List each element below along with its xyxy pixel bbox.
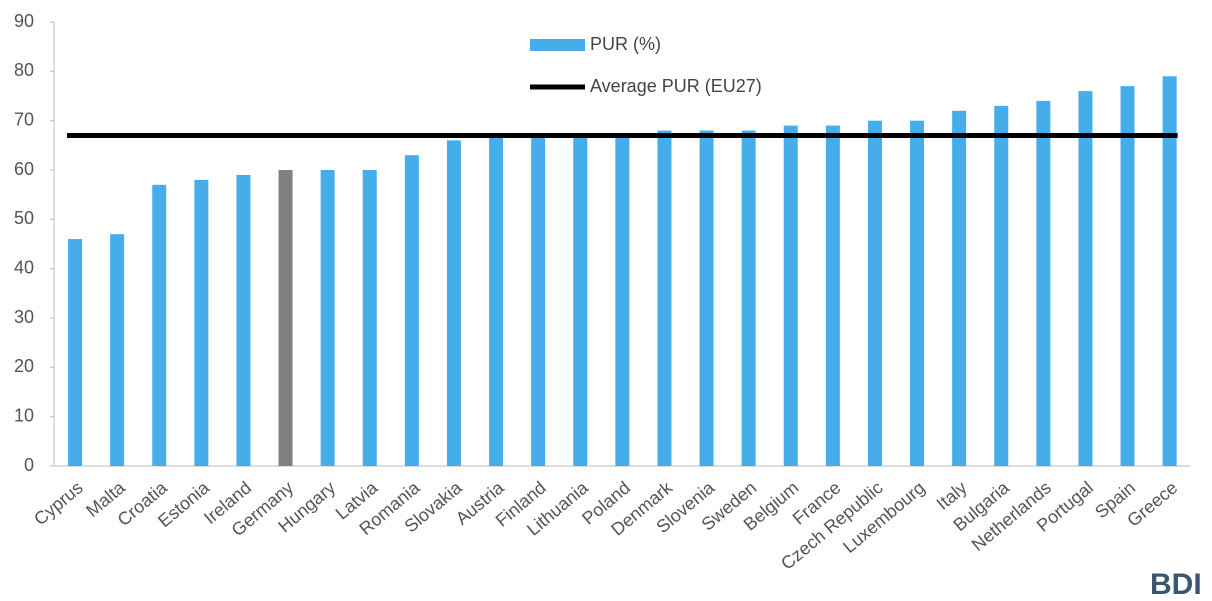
bar <box>1120 86 1135 466</box>
bar <box>1162 76 1177 467</box>
bar <box>489 135 504 466</box>
bar <box>783 125 798 466</box>
y-tick-label: 10 <box>14 405 34 425</box>
bar <box>194 179 209 466</box>
legend-swatch <box>530 39 585 51</box>
bar <box>278 170 293 466</box>
y-tick-label: 90 <box>14 11 34 31</box>
bar <box>110 234 125 466</box>
bar <box>615 135 630 466</box>
bar <box>657 130 672 467</box>
bar <box>236 174 251 466</box>
y-tick-label: 70 <box>14 109 34 129</box>
bar <box>1078 91 1093 467</box>
y-tick-label: 60 <box>14 159 34 179</box>
y-tick-label: 80 <box>14 60 34 80</box>
y-tick-label: 50 <box>14 208 34 228</box>
legend-label: Average PUR (EU27) <box>590 76 762 96</box>
y-tick-label: 40 <box>14 257 34 277</box>
bar <box>1036 100 1051 466</box>
bar <box>320 170 335 466</box>
bar <box>741 130 756 467</box>
y-tick-label: 0 <box>24 455 34 475</box>
bar <box>362 170 377 466</box>
bar <box>404 155 419 466</box>
bar <box>573 135 588 466</box>
logo: BDI <box>1150 568 1202 601</box>
x-tick-label: Cyprus <box>30 477 87 529</box>
bar <box>68 239 83 466</box>
bar <box>531 135 546 466</box>
bar <box>952 110 967 467</box>
bar <box>867 120 882 467</box>
bar <box>152 184 167 467</box>
bar <box>699 130 714 467</box>
y-tick-label: 20 <box>14 356 34 376</box>
bar <box>910 120 925 467</box>
legend-label: PUR (%) <box>590 34 661 54</box>
bar <box>825 125 840 466</box>
y-tick-label: 30 <box>14 307 34 327</box>
bar <box>446 140 461 466</box>
bar <box>994 105 1009 466</box>
